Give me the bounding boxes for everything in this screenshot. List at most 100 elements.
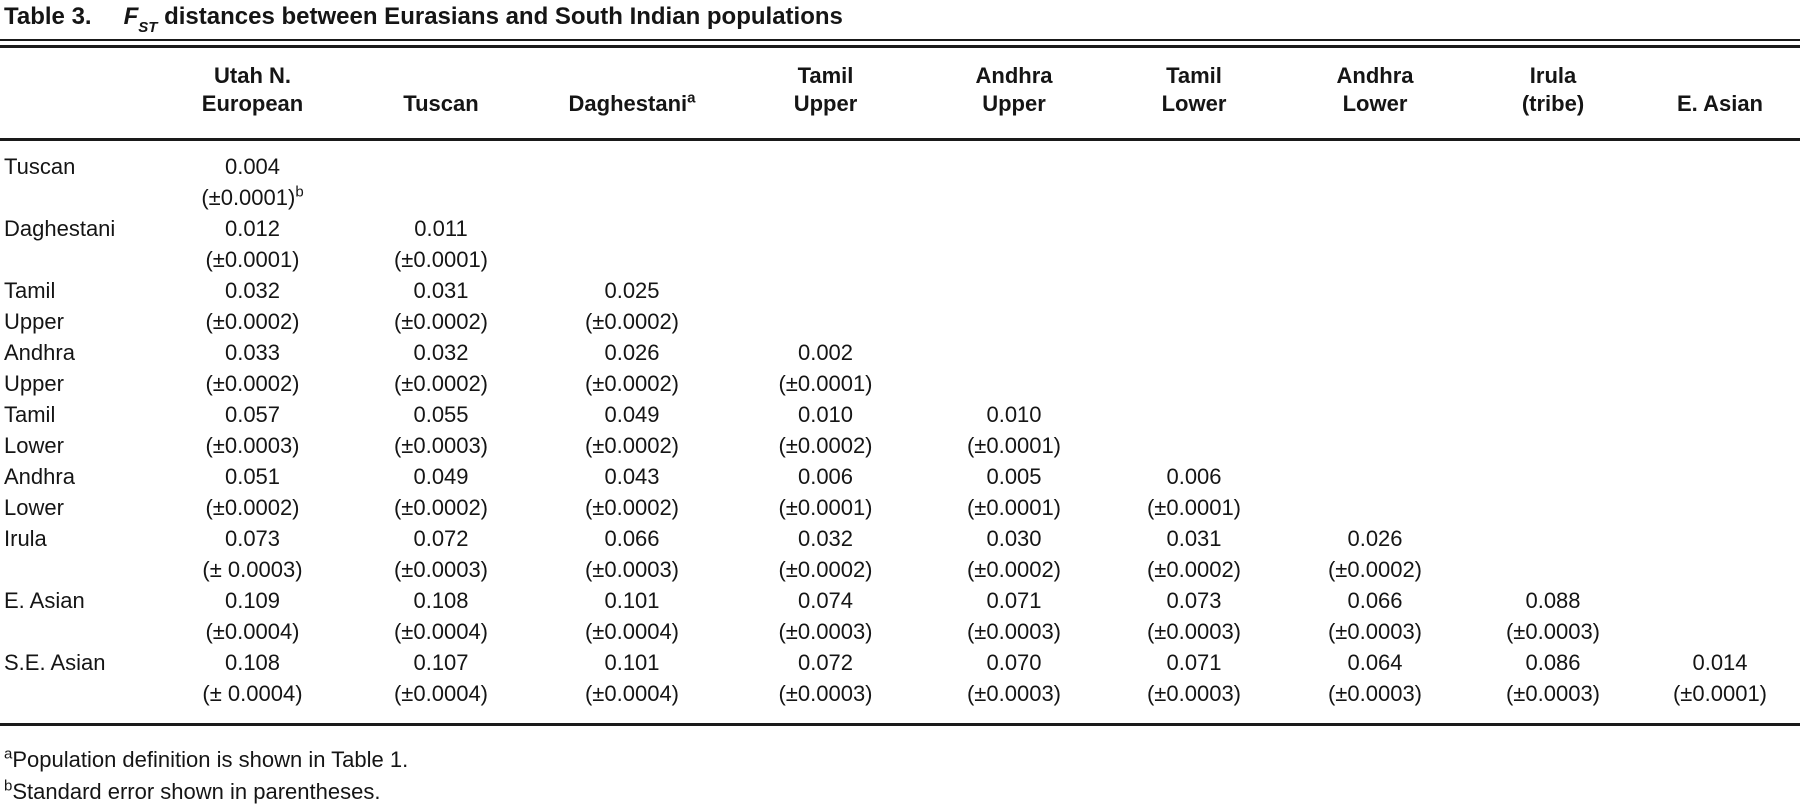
fst-error-cell <box>1284 492 1466 523</box>
fst-value-cell: 0.006 <box>797 463 854 489</box>
fst-value-cell: 0.032 <box>413 339 469 365</box>
column-header: Irula (tribe) <box>1521 62 1585 116</box>
fst-error-cell <box>727 182 924 213</box>
row-label: S.E. Asian <box>4 649 106 675</box>
footnote-a: aPopulation definition is shown in Table… <box>4 744 1800 776</box>
fst-value-cell: 0.073 <box>224 525 281 551</box>
fst-error-cell: (±0.0001) <box>778 370 873 396</box>
fst-value-cell <box>1284 139 1466 182</box>
row-label: Tamil <box>4 277 56 303</box>
fst-value-cell <box>1640 461 1800 492</box>
fst-value-cell: 0.032 <box>224 277 281 303</box>
value-row: Irula 0.073 0.072 0.066 0.032 0.030 0.031 0.026 <box>0 523 1800 554</box>
fst-value-cell: 0.032 <box>797 525 854 551</box>
fst-value-cell <box>1466 275 1640 306</box>
fst-value-cell: 0.026 <box>1347 525 1403 551</box>
value-row: Tamil 0.057 0.055 0.049 0.010 0.010 <box>0 399 1800 430</box>
fst-value-cell: 0.108 <box>224 649 281 675</box>
fst-value-cell: 0.088 <box>1525 587 1581 613</box>
fst-error-cell <box>1640 244 1800 275</box>
row-label: Tuscan <box>4 153 76 179</box>
fst-value-cell <box>1640 399 1800 430</box>
fst-value-cell: 0.043 <box>604 463 660 489</box>
fst-error-cell <box>1284 244 1466 275</box>
column-header: Andhra Upper <box>975 62 1053 116</box>
fst-error-cell <box>537 182 727 213</box>
fst-error-cell: (±0.0003) <box>1505 680 1600 706</box>
fst-error-cell: (±0.0003) <box>1146 618 1241 644</box>
fst-value-cell: 0.071 <box>986 587 1042 613</box>
row-label: Tamil <box>4 401 56 427</box>
table-header: Utah N. European Tuscan Daghestania Tamil Upp… <box>0 48 1800 140</box>
fst-value-cell <box>1640 139 1800 182</box>
row-label-continued <box>0 678 160 725</box>
fst-error-cell: (±0.0003) <box>778 680 873 706</box>
fst-error-cell <box>1104 430 1284 461</box>
error-row: (±0.0001)b <box>0 182 1800 213</box>
row-label-continued <box>0 554 160 585</box>
fst-value-cell <box>1104 139 1284 182</box>
fst-value-cell: 0.074 <box>797 587 854 613</box>
value-row: Tamil 0.032 0.031 0.025 <box>0 275 1800 306</box>
fst-value-cell <box>1104 275 1284 306</box>
fst-distance-table: Utah N. European Tuscan Daghestania Tamil Upp… <box>0 48 1800 726</box>
footnote-b: bStandard error shown in parentheses. <box>4 776 1800 808</box>
fst-error-cell: (±0.0003) <box>1146 680 1241 706</box>
fst-error-cell <box>1466 306 1640 337</box>
fst-error-cell: (±0.0003) <box>1327 618 1422 644</box>
fst-error-cell: (±0.0001) <box>1672 680 1767 706</box>
value-row: Andhra 0.033 0.032 0.026 0.002 <box>0 337 1800 368</box>
fst-value-cell: 0.006 <box>1166 463 1222 489</box>
fst-value-cell: 0.070 <box>986 649 1042 675</box>
fst-error-cell: (±0.0003) <box>584 556 679 582</box>
fst-value-cell: 0.010 <box>986 401 1042 427</box>
row-label: Daghestani <box>4 215 116 241</box>
fst-error-cell: (±0.0004) <box>584 618 679 644</box>
fst-error-cell: (±0.0001) <box>966 494 1061 520</box>
fst-value-cell <box>727 213 924 244</box>
fst-value-cell: 0.055 <box>413 401 469 427</box>
fst-value-cell <box>1640 213 1800 244</box>
column-header: Tuscan <box>403 90 479 116</box>
fst-value-cell: 0.109 <box>224 587 281 613</box>
row-label-continued: Upper <box>4 308 64 334</box>
row-label-continued: Lower <box>4 494 64 520</box>
fst-error-cell: (±0.0002) <box>584 494 679 520</box>
table-body: Tuscan 0.004 (±0.0001)b Daghestani 0.012 0.01… <box>0 139 1800 725</box>
row-label-continued <box>0 244 160 275</box>
fst-value-cell <box>1640 585 1800 616</box>
fst-error-cell: (±0.0002) <box>778 432 873 458</box>
fst-error-cell <box>1104 182 1284 213</box>
fst-error-cell <box>345 182 537 213</box>
fst-value-cell: 0.002 <box>797 339 854 365</box>
fst-value-cell <box>1104 399 1284 430</box>
fst-error-cell <box>1104 244 1284 275</box>
header-row: Utah N. European Tuscan Daghestania Tamil Upp… <box>0 48 1800 140</box>
fst-value-cell: 0.030 <box>986 525 1042 551</box>
error-row: Upper (±0.0002) (±0.0002) (±0.0002) (±0.0001… <box>0 368 1800 399</box>
row-label: Andhra <box>4 339 75 365</box>
fst-error-cell: (±0.0002) <box>778 556 873 582</box>
table-caption-text: distances between Eurasians and South In… <box>157 3 843 30</box>
fst-error-cell: (±0.0002) <box>1146 556 1241 582</box>
fst-error-cell <box>924 368 1104 399</box>
fst-value-cell: 0.071 <box>1166 649 1222 675</box>
row-label-continued: Upper <box>4 370 64 396</box>
fst-error-cell <box>1466 492 1640 523</box>
fst-value-cell <box>924 337 1104 368</box>
fst-error-cell <box>1284 182 1466 213</box>
fst-value-cell: 0.066 <box>1347 587 1403 613</box>
fst-error-cell: (± 0.0004) <box>202 680 303 706</box>
corner-cell <box>0 48 160 140</box>
column-header: E. Asian <box>1677 90 1763 116</box>
value-row: Daghestani 0.012 0.011 <box>0 213 1800 244</box>
fst-error-cell <box>924 182 1104 213</box>
footnote-b-text: Standard error shown in parentheses. <box>12 778 381 804</box>
fst-error-cell <box>1284 430 1466 461</box>
fst-value-cell <box>1466 139 1640 182</box>
fst-error-cell: (±0.0002) <box>393 370 488 396</box>
fst-error-cell: (±0.0003) <box>966 618 1061 644</box>
fst-error-cell: (±0.0002) <box>1327 556 1422 582</box>
fst-error-cell <box>1104 306 1284 337</box>
fst-value-cell <box>1640 275 1800 306</box>
